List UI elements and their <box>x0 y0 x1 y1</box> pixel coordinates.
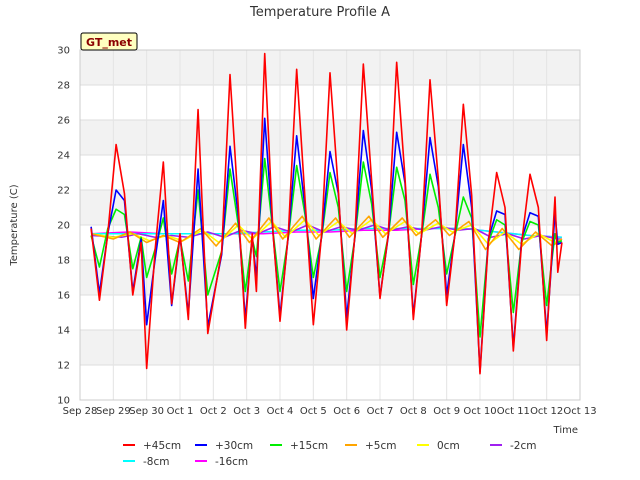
badge-label: GT_met <box>86 36 132 49</box>
grid-band <box>80 260 580 295</box>
legend: +45cm +30cm +15cm +5cm 0cm -2cm -8cm -16cm <box>123 440 536 468</box>
x-tick-label: Sep 30 <box>129 406 164 417</box>
series-line-45cm <box>90 52 563 375</box>
legend-label: -8cm <box>143 456 169 468</box>
y-tick-label: 10 <box>57 396 70 407</box>
y-tick-label: 24 <box>57 151 70 162</box>
y-tick-label: 18 <box>57 256 70 267</box>
x-tick-label: Oct 5 <box>300 406 327 417</box>
chart-title: Temperature Profile A <box>249 5 390 20</box>
legend-label: -16cm <box>215 456 248 468</box>
x-tick-label: Oct 4 <box>267 406 294 417</box>
y-tick-label: 22 <box>57 186 70 197</box>
legend-label: +30cm <box>215 440 253 452</box>
x-tick-label: Oct 11 <box>497 406 530 417</box>
legend-item: +5cm <box>345 440 396 452</box>
x-tick-label: Oct 13 <box>563 406 596 417</box>
x-tick-label: Oct 3 <box>233 406 260 417</box>
background-bands <box>80 50 580 365</box>
y-axis-ticks: 10 12 14 16 18 20 22 24 26 28 30 <box>57 46 70 407</box>
legend-label: -2cm <box>510 440 536 452</box>
series-line-5cm <box>90 215 563 251</box>
legend-item: -2cm <box>490 440 536 452</box>
x-axis-title: Time <box>553 425 578 436</box>
legend-label: +45cm <box>143 440 181 452</box>
plot-border <box>79 49 581 401</box>
x-tick-label: Oct 8 <box>400 406 427 417</box>
x-tick-label: Oct 1 <box>167 406 194 417</box>
x-tick-label: Oct 6 <box>333 406 360 417</box>
legend-item: +45cm <box>123 440 181 452</box>
y-tick-label: 20 <box>57 221 70 232</box>
legend-label: +5cm <box>365 440 396 452</box>
legend-label: +15cm <box>290 440 328 452</box>
legend-label: 0cm <box>437 440 460 452</box>
legend-item: +30cm <box>195 440 253 452</box>
x-tick-label: Oct 10 <box>463 406 496 417</box>
x-tick-label: Oct 9 <box>433 406 460 417</box>
y-axis-title: Temperature (C) <box>9 184 20 266</box>
x-tick-label: Oct 12 <box>530 406 563 417</box>
y-tick-label: 26 <box>57 116 70 127</box>
legend-item: +15cm <box>270 440 328 452</box>
series-layer <box>90 52 563 375</box>
legend-item: 0cm <box>417 440 460 452</box>
x-tick-label: Sep 28 <box>63 406 98 417</box>
y-tick-label: 30 <box>57 46 70 57</box>
y-tick-label: 28 <box>57 81 70 92</box>
x-tick-label: Oct 7 <box>367 406 394 417</box>
gt-met-badge: GT_met <box>80 32 138 51</box>
x-tick-label: Oct 2 <box>200 406 227 417</box>
legend-item: -8cm <box>123 456 169 468</box>
grid-band <box>80 120 580 155</box>
series-line-30cm <box>90 117 563 373</box>
grid-band <box>80 330 580 365</box>
y-tick-label: 16 <box>57 291 70 302</box>
x-tick-label: Sep 29 <box>96 406 131 417</box>
legend-item: -16cm <box>195 456 248 468</box>
y-tick-label: 12 <box>57 361 70 372</box>
y-tick-label: 14 <box>57 326 70 337</box>
